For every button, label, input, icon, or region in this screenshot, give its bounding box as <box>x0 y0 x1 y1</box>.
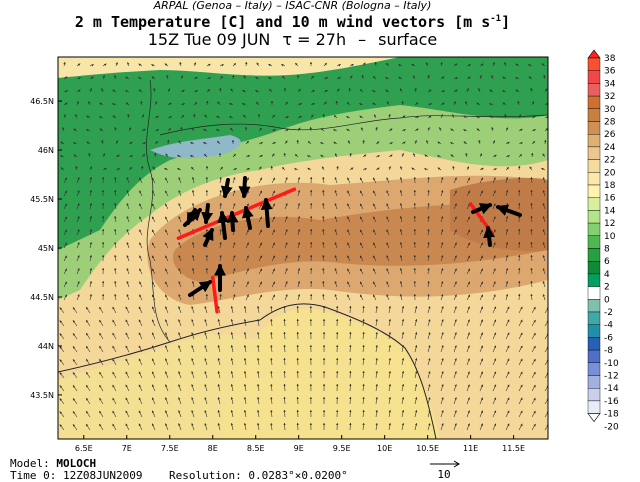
colorbar-swatch <box>588 122 600 135</box>
colorbar-label: 8 <box>604 245 610 255</box>
colorbar-label: 12 <box>604 219 615 229</box>
colorbar-swatch <box>588 185 600 198</box>
colorbar-swatch <box>588 376 600 389</box>
colorbar-swatch <box>588 236 600 249</box>
reference-vector: 10 <box>424 458 464 480</box>
colorbar-swatch <box>588 223 600 236</box>
colorbar-label: 26 <box>604 130 616 140</box>
lon-tick-label: 11E <box>463 444 478 453</box>
colorbar-swatch <box>588 337 600 350</box>
colorbar-swatch <box>588 96 600 109</box>
colorbar-label: 18 <box>604 181 616 191</box>
colorbar-label: -2 <box>604 308 613 318</box>
colorbar-swatch <box>588 312 600 325</box>
colorbar-swatch <box>588 198 600 211</box>
lon-tick-label: 8E <box>208 444 218 453</box>
colorbar-swatch <box>588 109 600 122</box>
colorbar-swatch <box>588 299 600 312</box>
run-info: Time 0: 12Z08JUN2009 Resolution: 0.0283°… <box>10 470 348 482</box>
colorbar-label: -12 <box>604 372 619 382</box>
colorbar-label: -16 <box>604 397 619 407</box>
lon-tick-label: 6.5E <box>75 444 93 453</box>
lon-tick-label: 7.5E <box>161 444 179 453</box>
colorbar-label: 32 <box>604 92 615 102</box>
colorbar-label: 22 <box>604 156 615 166</box>
colorbar-label: 30 <box>604 105 616 115</box>
colorbar-swatch <box>588 274 600 287</box>
colorbar-bottom-arrow <box>588 414 600 422</box>
lat-tick-label: 44.5N <box>30 293 54 302</box>
colorbar-label: -18 <box>604 410 619 420</box>
colorbar-swatch <box>588 83 600 96</box>
lat-tick-label: 45N <box>38 244 54 253</box>
colorbar-label: 20 <box>604 168 616 178</box>
colorbar-swatch <box>588 147 600 160</box>
colorbar-label: -14 <box>604 384 619 394</box>
colorbar-swatch <box>588 363 600 376</box>
colorbar-swatch <box>588 249 600 262</box>
colorbar-swatch <box>588 350 600 363</box>
lon-tick-label: 10E <box>377 444 392 453</box>
colorbar-swatch <box>588 210 600 223</box>
colorbar-label: 10 <box>604 232 616 242</box>
colorbar-swatch <box>588 401 600 414</box>
colorbar-swatch <box>588 58 600 71</box>
colorbar-label: 28 <box>604 118 616 128</box>
lon-tick-label: 10.5E <box>416 444 439 453</box>
lon-tick-label: 9.5E <box>333 444 351 453</box>
resolution-label: Resolution: 0.0283°×0.0200° <box>169 469 348 482</box>
reference-vector-label: 10 <box>437 468 450 480</box>
lon-tick-label: 11.5E <box>502 444 525 453</box>
colorbar-label: 2 <box>604 283 610 293</box>
colorbar-label: -10 <box>604 359 619 369</box>
time0-label: Time 0: 12Z08JUN2009 <box>10 469 142 482</box>
lon-tick-label: 8.5E <box>247 444 265 453</box>
colorbar-label: 6 <box>604 257 610 267</box>
colorbar-label: 36 <box>604 67 616 77</box>
colorbar-top-arrow <box>588 50 600 58</box>
map-area <box>58 57 549 439</box>
colorbar-label: -6 <box>604 333 613 343</box>
colorbar-swatch <box>588 71 600 84</box>
colorbar-label: 4 <box>604 270 610 280</box>
lat-tick-label: 46N <box>38 146 54 155</box>
temperature-colorbar: 38363432302826242220181614121086420-2-4-… <box>588 50 619 432</box>
lon-tick-label: 9E <box>294 444 304 453</box>
lat-tick-label: 44N <box>38 342 54 351</box>
colorbar-swatch <box>588 134 600 147</box>
latitude-axis: 43.5N 44N 44.5N 45N 45.5N 46N 46.5N <box>30 97 62 400</box>
colorbar-label: -8 <box>604 346 613 356</box>
colorbar-swatch <box>588 160 600 173</box>
colorbar-label: 34 <box>604 79 616 89</box>
colorbar-label: 38 <box>604 54 616 64</box>
colorbar-label: -20 <box>604 422 619 432</box>
colorbar-swatch <box>588 172 600 185</box>
colorbar-swatch <box>588 261 600 274</box>
lat-tick-label: 43.5N <box>30 391 54 400</box>
colorbar-label: 16 <box>604 194 616 204</box>
lon-tick-label: 7E <box>122 444 132 453</box>
colorbar-swatch <box>588 325 600 338</box>
lat-tick-label: 45.5N <box>30 195 54 204</box>
colorbar-swatch <box>588 388 600 401</box>
colorbar-swatch <box>588 287 600 300</box>
colorbar-label: 14 <box>604 206 616 216</box>
colorbar-label: 0 <box>604 295 610 305</box>
lat-tick-label: 46.5N <box>30 97 54 106</box>
colorbar-label: -4 <box>604 321 613 331</box>
colorbar-label: 24 <box>604 143 616 153</box>
